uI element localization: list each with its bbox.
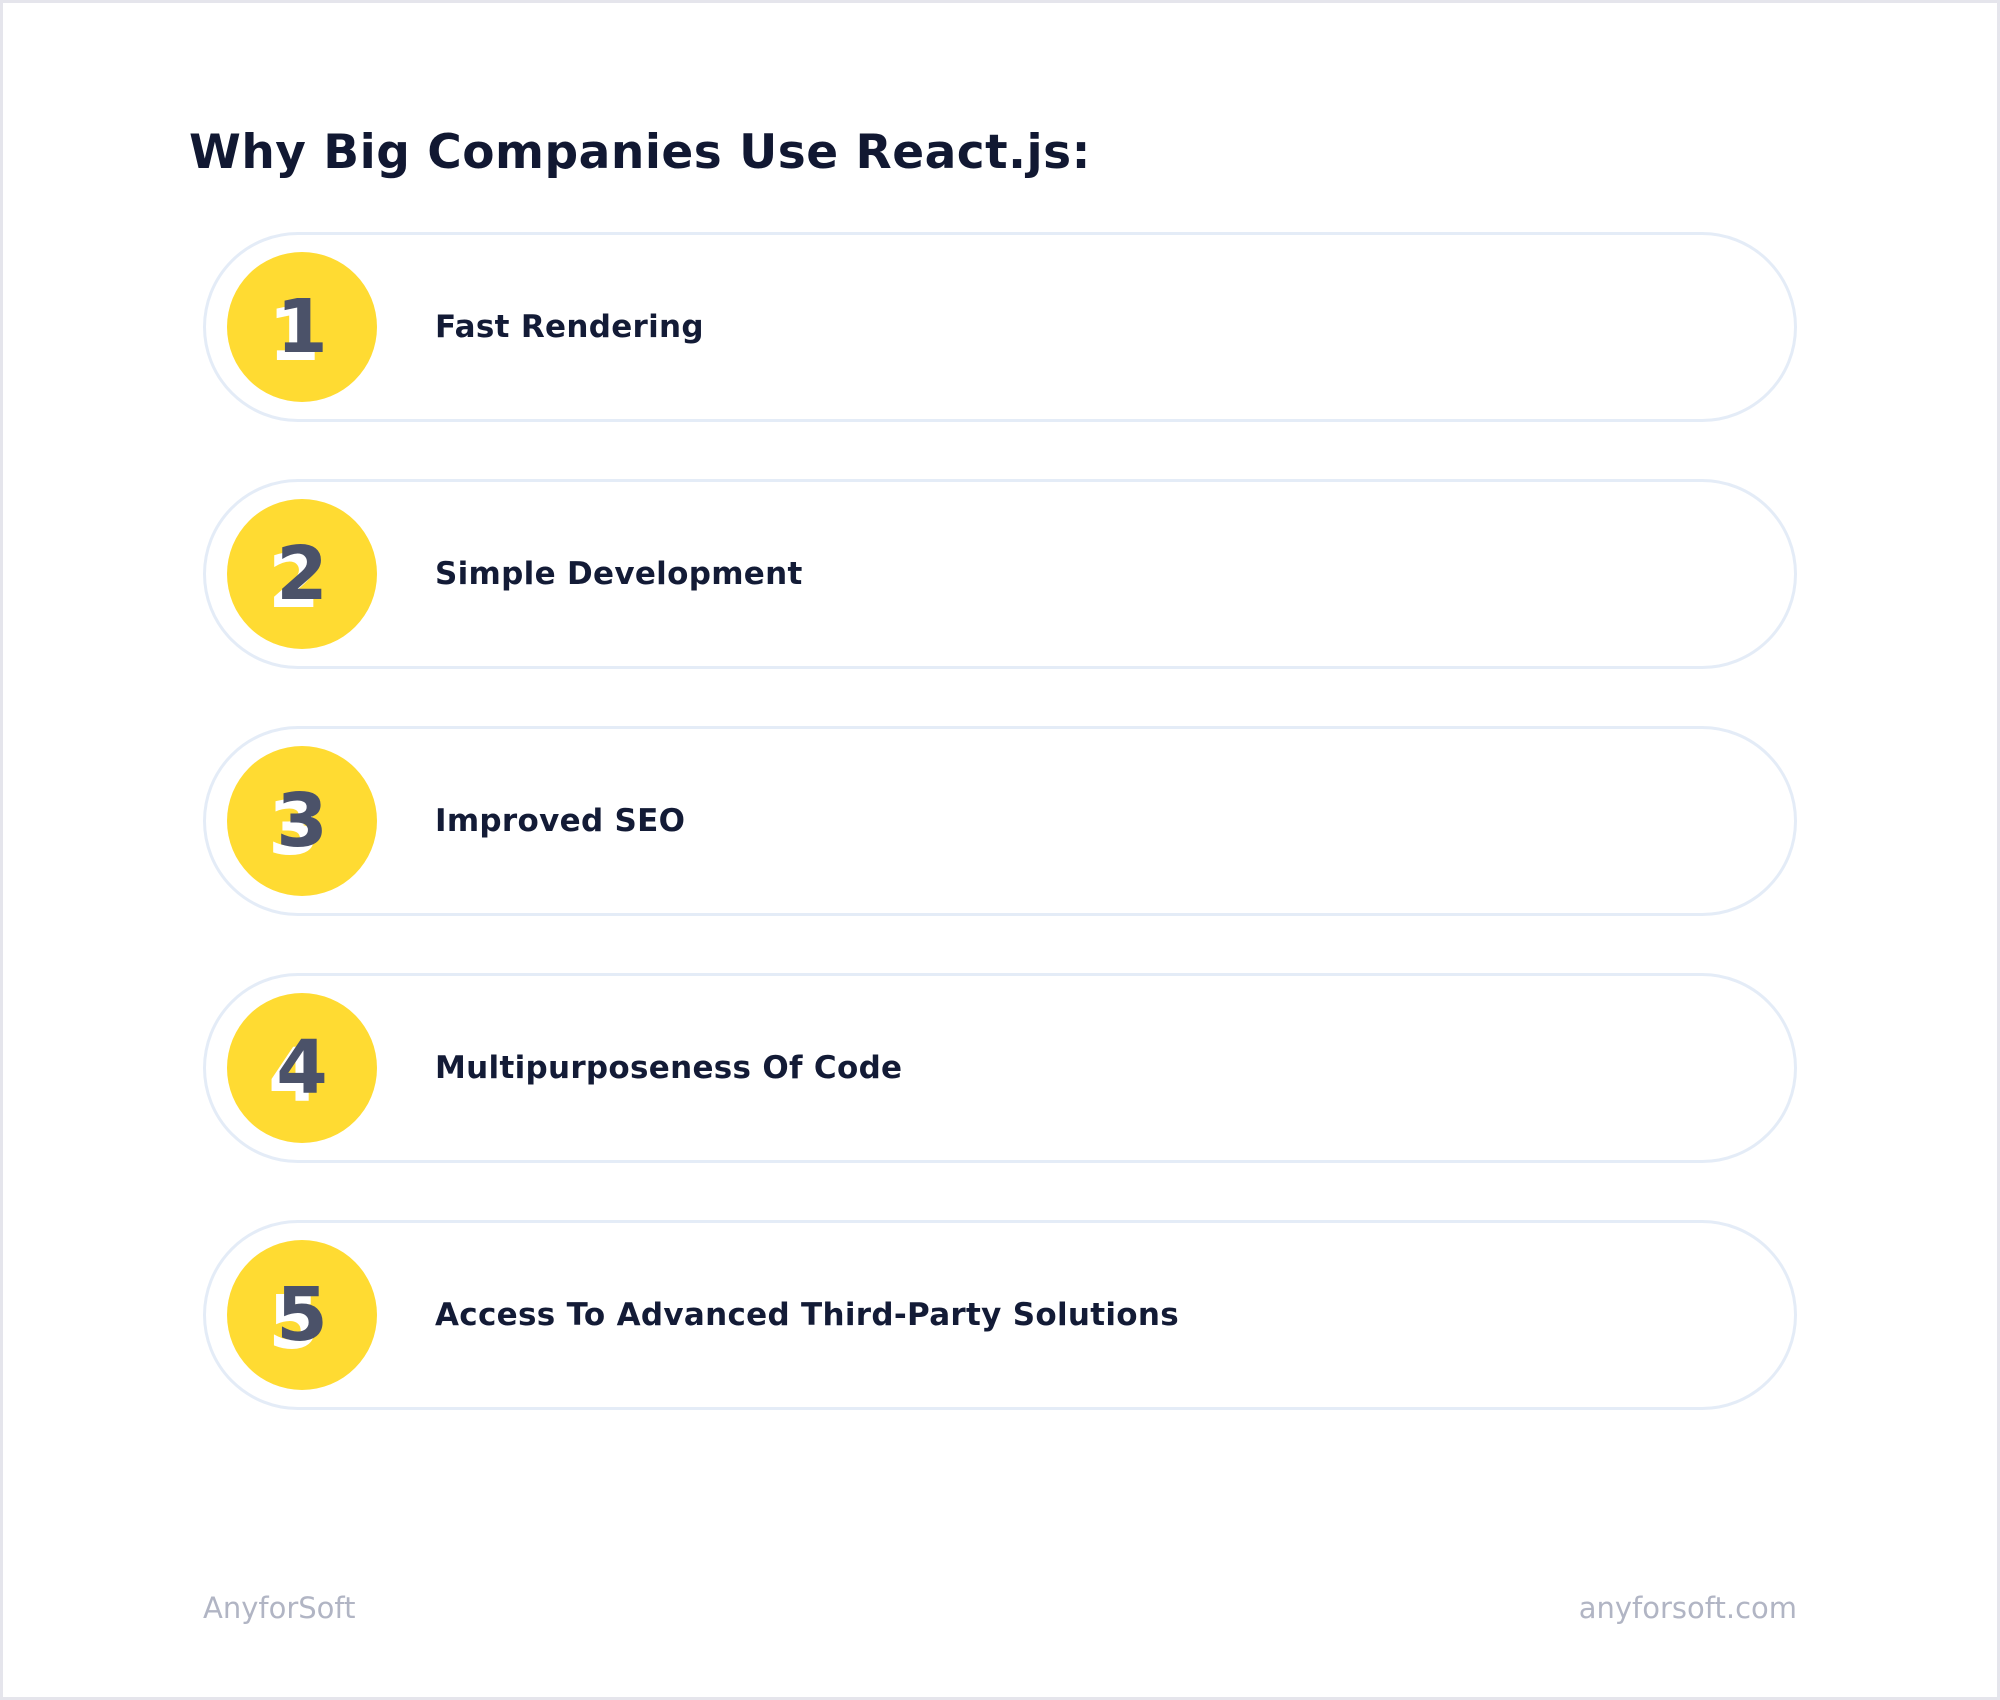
- item-number: 5: [276, 1272, 328, 1358]
- footer-website: anyforsoft.com: [1578, 1591, 1797, 1625]
- item-label: Fast Rendering: [435, 309, 704, 345]
- item-label: Simple Development: [435, 556, 803, 592]
- item-number: 1: [276, 284, 328, 370]
- item-number: 2: [276, 531, 328, 617]
- infographic-canvas: Why Big Companies Use React.js: 1 Fast R…: [3, 3, 1997, 1697]
- number-badge: 3: [227, 746, 377, 896]
- item-number: 4: [276, 1025, 328, 1111]
- page-title: Why Big Companies Use React.js:: [189, 125, 1091, 180]
- number-badge: 4: [227, 993, 377, 1143]
- number-badge: 5: [227, 1240, 377, 1390]
- list-item-multipurposeness: 4 Multipurposeness Of Code: [203, 973, 1797, 1163]
- reasons-list: 1 Fast Rendering 2 Simple Development 3 …: [203, 232, 1797, 1410]
- footer-brand: AnyforSoft: [203, 1591, 356, 1625]
- list-item-improved-seo: 3 Improved SEO: [203, 726, 1797, 916]
- number-badge: 1: [227, 252, 377, 402]
- item-label: Multipurposeness Of Code: [435, 1050, 903, 1086]
- list-item-third-party-solutions: 5 Access To Advanced Third-Party Solutio…: [203, 1220, 1797, 1410]
- footer: AnyforSoft anyforsoft.com: [203, 1591, 1797, 1625]
- list-item-simple-development: 2 Simple Development: [203, 479, 1797, 669]
- item-label: Access To Advanced Third-Party Solutions: [435, 1297, 1180, 1333]
- number-badge: 2: [227, 499, 377, 649]
- item-label: Improved SEO: [435, 803, 686, 839]
- item-number: 3: [276, 778, 328, 864]
- list-item-fast-rendering: 1 Fast Rendering: [203, 232, 1797, 422]
- content-area: Why Big Companies Use React.js: 1 Fast R…: [189, 3, 1797, 1410]
